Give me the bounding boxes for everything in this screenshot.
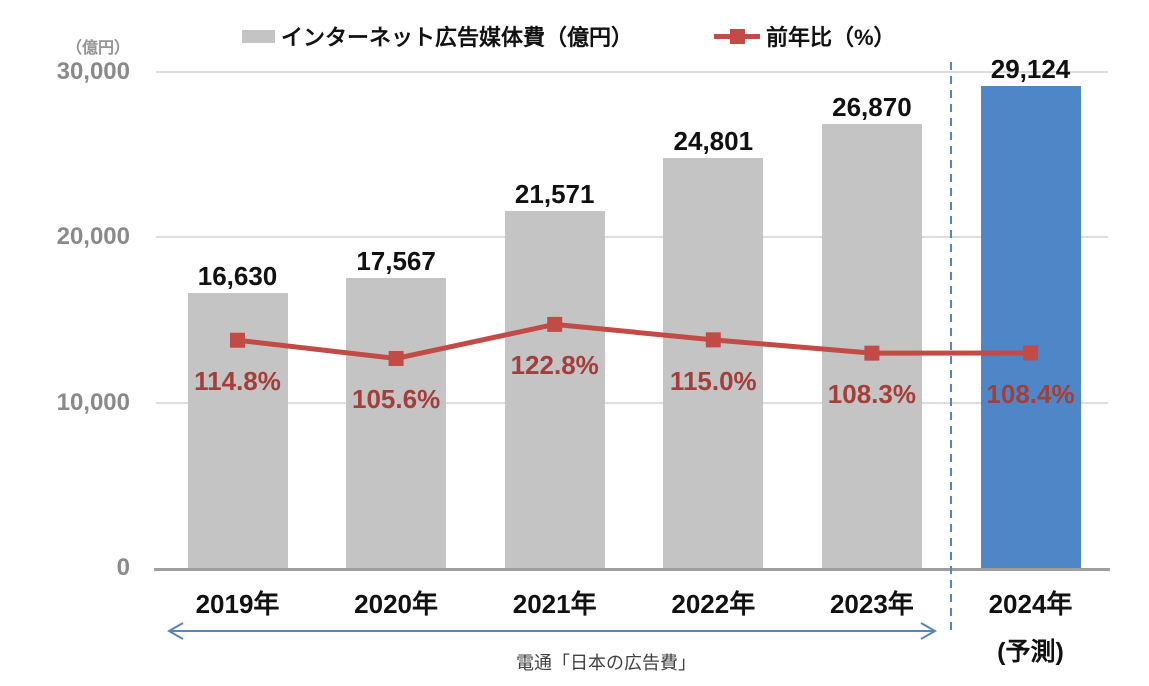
gridline-20,000 [156,236,1108,239]
legend-item-bar-series: インターネット広告媒体費（億円） [242,20,633,52]
x-axis-label-2020年: 2020年 [354,589,439,619]
bar-2019年 [187,293,288,568]
period-range-arrow-left-head-icon [166,622,184,640]
bar-2021年 [504,211,605,568]
y-tick-label: 20,000 [56,223,130,251]
line-swatch-marker [730,28,745,44]
bar-2024年 [980,86,1081,568]
bar-2023年 [821,123,922,568]
yoy-value-label: 114.8% [194,366,281,397]
yoy-value-label: 115.0% [669,365,757,396]
period-range-arrow-right-head-icon [920,622,938,640]
y-tick-label: 30,000 [56,58,130,85]
gridline-30,000 [156,71,1108,73]
line-series-legend-label: 前年比（%） [766,25,896,50]
bar-value-label: 26,870 [832,91,912,122]
y-axis-unit-label: （億円） [65,40,130,57]
bar-2022年 [663,157,764,568]
yoy-value-label: 122.8% [510,350,599,381]
bar-value-label: 17,567 [356,245,436,276]
bar-2020年 [346,277,447,568]
bar-value-label: 24,801 [673,125,754,156]
x-axis-baseline [154,568,1110,571]
source-note: 電通「日本の広告費」 [516,653,696,673]
legend-item-line-series: 前年比（%） [714,20,896,52]
x-axis-label-2019年: 2019年 [195,589,280,619]
bar-series-swatch-icon [242,29,275,43]
bar-value-label: 16,630 [197,261,278,292]
x-axis-label-2021年: 2021年 [512,589,597,619]
x-axis-sublabel-forecast: (予測) [997,638,1064,666]
bar-value-label: 29,124 [990,54,1071,85]
y-tick-label: 10,000 [56,388,130,416]
gridline-10,000 [156,401,1108,404]
x-axis-label-2023年: 2023年 [829,589,914,619]
line-series-swatch-icon [714,28,760,44]
yoy-value-label: 108.4% [986,378,1075,409]
yoy-value-label: 105.6% [352,384,441,415]
y-tick-label: 0 [116,554,130,581]
bar-series-legend-label: インターネット広告媒体費（億円） [281,25,634,50]
bar-value-label: 21,571 [514,179,595,210]
x-axis-label-2024年: 2024年 [988,589,1073,619]
yoy-value-label: 108.3% [827,379,916,410]
x-axis-label-2022年: 2022年 [671,589,756,619]
